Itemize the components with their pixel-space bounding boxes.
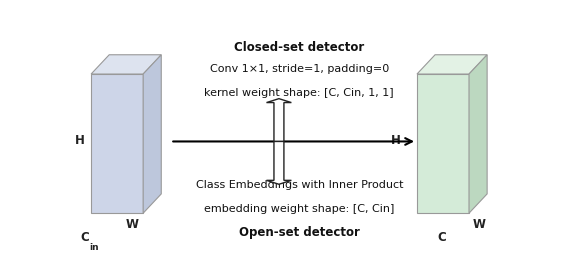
- Text: Closed-set detector: Closed-set detector: [234, 41, 364, 54]
- Text: H: H: [391, 134, 401, 147]
- Text: Class Embeddings with Inner Product: Class Embeddings with Inner Product: [196, 180, 403, 190]
- Polygon shape: [91, 74, 143, 213]
- Text: W: W: [126, 219, 138, 232]
- Polygon shape: [143, 55, 161, 213]
- Polygon shape: [266, 142, 291, 184]
- Text: C: C: [437, 231, 446, 244]
- Text: embedding weight shape: [C, Cin]: embedding weight shape: [C, Cin]: [204, 203, 394, 214]
- Text: Open-set detector: Open-set detector: [239, 226, 360, 239]
- Polygon shape: [266, 99, 291, 142]
- Text: W: W: [473, 219, 486, 232]
- Polygon shape: [469, 55, 487, 213]
- Text: C: C: [80, 231, 89, 244]
- Text: H: H: [75, 134, 85, 147]
- Polygon shape: [91, 55, 161, 74]
- Text: kernel weight shape: [C, Cin, 1, 1]: kernel weight shape: [C, Cin, 1, 1]: [204, 88, 394, 98]
- Text: in: in: [90, 243, 99, 252]
- Polygon shape: [417, 55, 487, 74]
- Polygon shape: [417, 74, 469, 213]
- Text: Conv 1×1, stride=1, padding=0: Conv 1×1, stride=1, padding=0: [210, 64, 389, 75]
